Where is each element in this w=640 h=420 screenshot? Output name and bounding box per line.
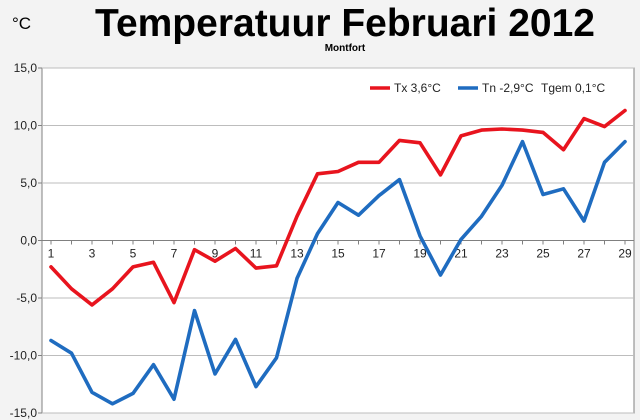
data-point — [316, 172, 319, 176]
data-point — [357, 160, 360, 164]
data-point — [439, 273, 442, 277]
legend-label: Tx 3,6°C — [394, 81, 441, 95]
data-point — [582, 117, 586, 121]
data-point — [90, 303, 94, 307]
data-point — [49, 339, 53, 343]
data-point — [480, 128, 483, 132]
data-point — [398, 178, 401, 182]
y-tick-label: 5,0 — [20, 176, 37, 190]
data-point — [541, 130, 545, 134]
data-point — [459, 134, 463, 138]
data-point — [336, 170, 340, 173]
chart-title: Temperatuur Februari 2012 — [95, 2, 595, 45]
data-point — [254, 266, 258, 270]
data-point — [111, 402, 114, 406]
data-point — [254, 385, 258, 389]
data-point — [541, 193, 545, 196]
data-point — [295, 276, 299, 280]
data-point — [521, 128, 524, 132]
x-tick-label: 9 — [212, 247, 219, 261]
data-point — [316, 232, 319, 236]
y-tick-label: 0,0 — [20, 234, 37, 248]
legend-extra-label: Tgem 0,1°C — [541, 81, 605, 95]
data-point — [439, 173, 442, 177]
data-point — [377, 160, 381, 164]
y-tick-label: -10,0 — [10, 349, 38, 363]
data-point — [336, 201, 340, 205]
data-point — [623, 140, 627, 144]
data-point — [357, 213, 360, 217]
data-point — [111, 287, 114, 291]
data-point — [418, 234, 422, 238]
data-point — [131, 265, 135, 269]
data-point — [377, 194, 381, 198]
x-tick-label: 21 — [454, 247, 468, 261]
data-point — [480, 214, 483, 218]
data-point — [70, 287, 73, 291]
data-point — [500, 183, 504, 187]
data-point — [562, 148, 565, 152]
legend-label: Tn -2,9°C — [482, 81, 534, 95]
y-tick-label: 15,0 — [14, 61, 38, 75]
x-tick-label: 13 — [290, 247, 304, 261]
data-point — [295, 214, 299, 218]
x-tick-label: 23 — [495, 247, 509, 261]
x-tick-label: 15 — [331, 247, 345, 261]
data-point — [172, 397, 176, 401]
data-point — [623, 109, 627, 113]
y-axis-unit-label: °C — [12, 14, 32, 33]
data-point — [213, 372, 217, 376]
data-point — [418, 141, 422, 145]
data-point — [234, 247, 237, 251]
x-tick-label: 1 — [48, 247, 55, 261]
data-point — [90, 390, 94, 394]
data-point — [275, 356, 278, 360]
data-point — [275, 264, 278, 268]
x-tick-label: 3 — [89, 247, 96, 261]
data-point — [398, 138, 401, 142]
data-point — [603, 160, 606, 164]
data-point — [152, 363, 155, 367]
chart-subtitle: Montfort — [324, 43, 366, 54]
data-point — [213, 259, 217, 263]
x-tick-label: 11 — [250, 247, 263, 261]
x-tick-label: 5 — [130, 247, 137, 261]
data-point — [49, 265, 53, 269]
y-tick-label: 10,0 — [14, 119, 38, 133]
y-tick-label: -15,0 — [10, 406, 38, 420]
data-point — [459, 237, 463, 241]
data-point — [70, 351, 73, 355]
data-point — [234, 337, 237, 341]
x-tick-label: 29 — [618, 247, 632, 261]
data-point — [193, 309, 196, 313]
x-tick-label: 25 — [536, 247, 550, 261]
data-point — [603, 125, 606, 129]
data-point — [500, 127, 504, 131]
data-point — [131, 391, 135, 395]
x-tick-label: 27 — [577, 247, 591, 261]
x-tick-label: 19 — [413, 247, 427, 261]
data-point — [582, 219, 586, 223]
x-tick-label: 7 — [171, 247, 178, 261]
y-tick-label: -5,0 — [16, 291, 37, 305]
data-point — [521, 140, 524, 144]
data-point — [193, 248, 196, 252]
x-tick-label: 17 — [372, 247, 386, 261]
data-point — [172, 301, 176, 305]
data-point — [562, 187, 565, 191]
data-point — [152, 260, 155, 264]
